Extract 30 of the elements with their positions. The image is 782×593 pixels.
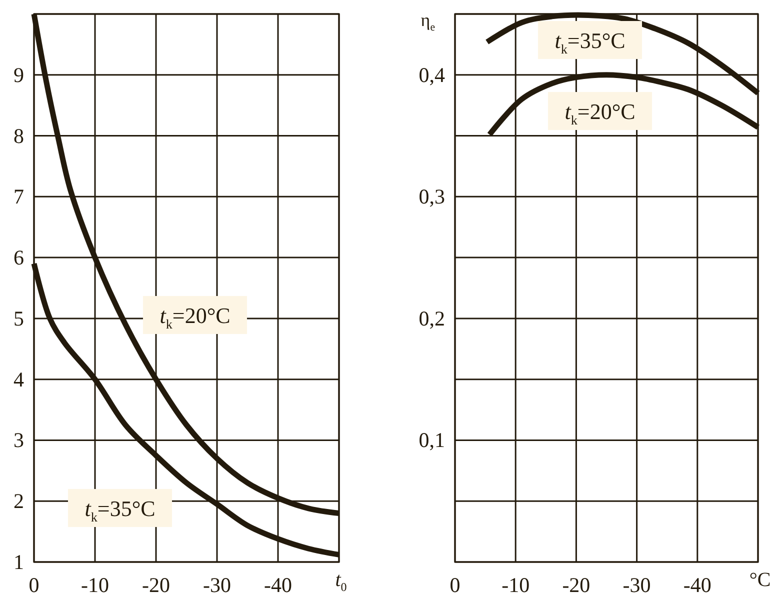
x-tick-label: -20 — [142, 573, 170, 593]
y-tick-label: 0,3 — [418, 184, 445, 209]
y-tick-label: 9 — [14, 62, 24, 87]
x-tick-label: 0 — [450, 573, 460, 593]
series-label: t$_{k}$=20°C — [564, 99, 636, 128]
x-tick-label: -10 — [502, 573, 530, 593]
x-tick-label: 0 — [28, 573, 40, 593]
x-tick-label: -20 — [562, 573, 590, 593]
x-tick-label: -40 — [264, 573, 292, 593]
y-tick-label: 0,1 — [418, 428, 445, 452]
series-label: t$_{k}$=35°C — [84, 496, 156, 524]
series-label: t$_{k}$=35°C — [554, 28, 626, 56]
x-tick-label: -30 — [203, 573, 231, 593]
y-tick-label: 7 — [14, 184, 24, 209]
x-tick-label: -30 — [622, 573, 651, 593]
y-axis-title: η$_{e}$ — [420, 10, 436, 34]
y-tick-label: 1 — [14, 550, 24, 574]
y-tick-label: 2 — [14, 489, 24, 514]
x-axis-title: t$_{0}$ — [335, 569, 347, 593]
y-tick-label: 0,4 — [418, 62, 446, 87]
y-tick-label: 8 — [14, 124, 24, 148]
series-label: t$_{k}$=20°C — [160, 303, 230, 332]
x-tick-label: -40 — [683, 573, 712, 593]
y-tick-label: 3 — [14, 428, 24, 452]
y-tick-label: 0,2 — [418, 306, 445, 330]
x-axis-title: °C — [749, 569, 771, 591]
y-tick-label: 4 — [14, 367, 24, 392]
y-tick-label: 5 — [14, 306, 24, 330]
y-tick-label: 6 — [14, 246, 24, 270]
x-tick-label: -10 — [81, 573, 109, 593]
